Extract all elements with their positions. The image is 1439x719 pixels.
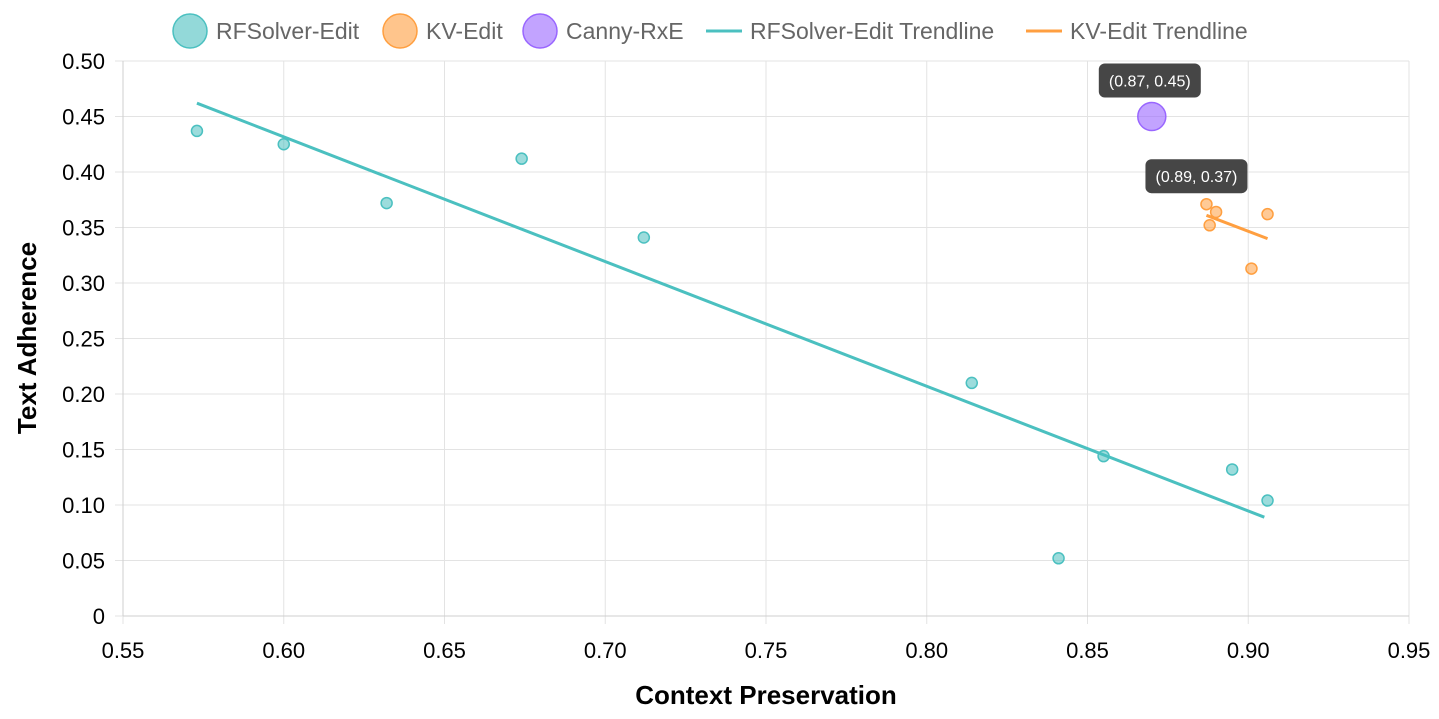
x-tick-label: 0.65 <box>423 638 466 663</box>
legend-item: RFSolver-Edit Trendline <box>706 18 994 44</box>
axes: 0.55 0.60 0.65 0.70 0.75 0.80 0.85 0.90 0.95 0 0.0… <box>62 49 1430 663</box>
legend-label: KV-Edit Trendline <box>1070 18 1248 44</box>
legend-item: KV-Edit Trendline <box>1026 18 1248 44</box>
x-tick-label: 0.55 <box>102 638 145 663</box>
canny-rxe-point <box>1137 101 1167 132</box>
legend-label: Canny-RxE <box>566 18 684 44</box>
y-tick-label: 0.30 <box>62 271 105 296</box>
tooltip-box <box>1145 159 1248 194</box>
tooltip-box <box>1098 63 1201 98</box>
legend-circle-swatch <box>522 13 558 49</box>
kv-edit-point <box>1261 207 1274 221</box>
rfsolver-edit-point <box>190 124 204 138</box>
rfsolver-edit-point <box>515 152 528 165</box>
legend-item: RFSolver-Edit <box>172 13 360 49</box>
legend-label: KV-Edit <box>426 18 503 44</box>
legend-item: Canny-RxE <box>522 13 684 49</box>
rfsolver-edit-point <box>1261 494 1274 507</box>
tooltip: (0.87, 0.45) <box>1098 63 1201 98</box>
rfsolver-edit-point <box>1097 449 1110 463</box>
rfsolver-edit-point <box>380 196 393 210</box>
kv-edit-point <box>1203 219 1216 232</box>
kv-edit-point <box>1209 205 1223 219</box>
tooltip-text: (0.89, 0.37) <box>1156 169 1238 186</box>
legend-label: RFSolver-Edit Trendline <box>750 18 994 44</box>
tooltip-layer: (0.87, 0.45) (0.89, 0.37) <box>1098 63 1248 194</box>
y-tick-label: 0.20 <box>62 382 105 407</box>
tooltip: (0.89, 0.37) <box>1145 159 1248 194</box>
y-tick-label: 0.45 <box>62 105 105 130</box>
kv-edit-trendline-line <box>1205 213 1269 241</box>
y-tick-label: 0.25 <box>62 327 105 352</box>
legend-circle-swatch <box>382 13 418 49</box>
x-tick-label: 0.60 <box>262 638 305 663</box>
x-axis-title: Context Preservation <box>635 680 897 710</box>
legend-label: RFSolver-Edit <box>216 18 360 44</box>
x-tick-label: 0.80 <box>905 638 948 663</box>
legend-circle-swatch <box>172 13 208 49</box>
x-tick-label: 0.70 <box>584 638 627 663</box>
rfsolver-edit-point <box>1225 463 1239 476</box>
x-tick-label: 0.90 <box>1227 638 1270 663</box>
legend: RFSolver-Edit KV-Edit Canny-RxE RFSolver-Ed… <box>172 13 1248 49</box>
y-tick-label: 0.35 <box>62 216 105 241</box>
rfsolver-edit-point <box>637 231 651 244</box>
legend-item: KV-Edit <box>382 13 503 49</box>
gridlines <box>115 60 1410 624</box>
x-tick-label: 0.75 <box>745 638 788 663</box>
y-tick-label: 0 <box>93 604 105 629</box>
rfsolver-edit-point <box>1052 552 1065 565</box>
rfsolver-edit-point <box>277 138 290 151</box>
y-tick-label: 0.50 <box>62 49 105 74</box>
x-tick-label: 0.85 <box>1066 638 1109 663</box>
rfsolver-edit-point <box>965 376 979 390</box>
y-axis-title: Text Adherence <box>12 242 42 434</box>
x-tick-label: 0.95 <box>1388 638 1431 663</box>
kv-edit-point <box>1200 197 1213 211</box>
y-tick-label: 0.05 <box>62 549 105 574</box>
tooltip-text: (0.87, 0.45) <box>1109 74 1191 91</box>
y-tick-label: 0.15 <box>62 438 105 463</box>
y-tick-label: 0.10 <box>62 493 105 518</box>
kv-edit-point <box>1245 262 1258 275</box>
y-tick-label: 0.40 <box>62 160 105 185</box>
series-layer <box>190 101 1274 565</box>
rfsolver-edit-trendline-line <box>196 101 1265 519</box>
